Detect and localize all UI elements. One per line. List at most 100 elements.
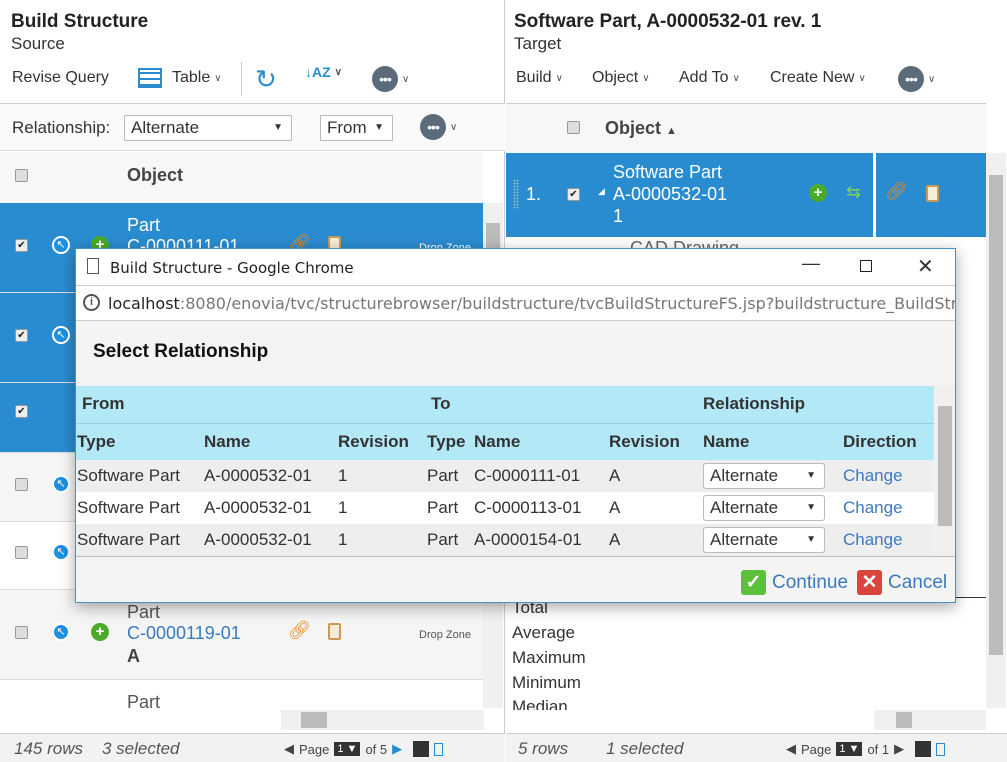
- column-header-object[interactable]: Object: [127, 165, 184, 185]
- row-name-link[interactable]: A-0000532-01: [613, 184, 728, 204]
- link-icon[interactable]: 🔗︎: [885, 181, 908, 201]
- select-all-checkbox[interactable]: [567, 121, 580, 134]
- page-select[interactable]: 1 ▼: [836, 742, 863, 756]
- more-actions-button[interactable]: ••• ∨: [372, 66, 409, 92]
- table-header: Object ▲: [506, 103, 986, 153]
- change-direction-link[interactable]: Change: [843, 498, 903, 517]
- scrollbar-thumb[interactable]: [938, 406, 952, 526]
- scrollbar-thumb[interactable]: [989, 175, 1003, 655]
- drag-handle-icon[interactable]: [513, 179, 519, 209]
- dropdown-arrow-icon: ▼: [273, 122, 283, 133]
- clipboard-icon[interactable]: [926, 185, 939, 202]
- create-new-menu[interactable]: Create New ∨: [770, 69, 866, 87]
- table-row[interactable]: Part: [0, 680, 483, 712]
- maximize-button[interactable]: [860, 260, 872, 272]
- prev-page-icon[interactable]: ◀: [786, 741, 796, 756]
- column-header-object[interactable]: Object ▲: [605, 118, 677, 139]
- drop-zone[interactable]: Drop Zone: [419, 629, 471, 641]
- add-icon[interactable]: +: [809, 184, 827, 202]
- view-mode-icon[interactable]: [413, 741, 430, 757]
- sync-icon[interactable]: ⇆: [846, 182, 862, 202]
- table-row[interactable]: 1. ✔ ◢ Software Part A-0000532-01 1 + ⇆ …: [506, 153, 986, 237]
- page-number: 1: [839, 743, 846, 755]
- expand-icon[interactable]: ◢: [598, 186, 605, 196]
- to-revision: A: [609, 530, 621, 549]
- clipboard-icon[interactable]: [328, 623, 341, 640]
- dropdown-arrow-icon: ▼: [806, 502, 816, 513]
- vertical-scrollbar[interactable]: [986, 153, 1006, 708]
- next-page-icon[interactable]: ▶: [894, 741, 905, 756]
- relationship-select[interactable]: Alternate ▼: [124, 115, 292, 141]
- page-select[interactable]: 1 ▼: [334, 742, 361, 756]
- navigate-up-icon[interactable]: ↖: [52, 326, 70, 344]
- row-checkbox[interactable]: [15, 478, 28, 491]
- row-checkbox[interactable]: ✔: [15, 405, 28, 418]
- summary-minimum: Minimum: [512, 673, 581, 692]
- scrollbar-thumb[interactable]: [896, 712, 912, 728]
- target-footer: 5 rows 1 selected ◀ Page 1 ▼ of 1 ▶: [506, 733, 1007, 762]
- relationship-bar: Relationship: Alternate ▼ From ▼ ••• ∨: [0, 103, 505, 151]
- row-type: Part: [127, 602, 161, 622]
- dialog-vertical-scrollbar[interactable]: [935, 386, 955, 557]
- navigate-up-icon[interactable]: ↖: [52, 623, 70, 641]
- page-label: Page: [801, 741, 832, 757]
- object-menu[interactable]: Object ∨: [592, 69, 650, 87]
- relationship-select[interactable]: Alternate ▼: [703, 463, 825, 489]
- build-menu[interactable]: Build ∨: [516, 69, 563, 87]
- minimize-button[interactable]: —: [802, 253, 820, 273]
- sort-az-button[interactable]: ↓AZ ∨: [305, 64, 342, 80]
- row-checkbox[interactable]: ✔: [15, 239, 28, 252]
- scrollbar-thumb[interactable]: [301, 712, 327, 728]
- revise-query-button[interactable]: Revise Query: [12, 69, 109, 87]
- summary-maximum: Maximum: [512, 648, 586, 667]
- change-direction-link[interactable]: Change: [843, 466, 903, 485]
- navigate-up-icon[interactable]: ↖: [52, 475, 70, 493]
- chevron-down-icon: ∨: [858, 72, 866, 84]
- relationship-label: Relationship:: [12, 118, 111, 137]
- row-checkbox[interactable]: [15, 626, 28, 639]
- view-mode-icon[interactable]: [915, 741, 932, 757]
- add-to-menu[interactable]: Add To ∨: [679, 69, 740, 87]
- row-checkbox[interactable]: ✔: [15, 329, 28, 342]
- next-page-icon[interactable]: ▶: [392, 741, 403, 756]
- from-revision: 1: [338, 466, 348, 485]
- info-icon[interactable]: i: [83, 294, 100, 311]
- col-rel-name: Name: [703, 431, 750, 451]
- selected-count: 3 selected: [102, 739, 180, 758]
- row-name-link[interactable]: C-0000119-01: [127, 623, 241, 643]
- row-revision: A: [127, 646, 140, 666]
- address-bar[interactable]: i localhost:8080/enovia/tvc/structurebro…: [76, 286, 955, 321]
- table-header: Object: [0, 152, 483, 203]
- navigate-up-icon[interactable]: ↖: [52, 236, 70, 254]
- view-mode-alt-icon[interactable]: [936, 742, 946, 756]
- relationship-select[interactable]: Alternate ▼: [703, 495, 825, 521]
- relationship-select[interactable]: Alternate ▼: [703, 527, 825, 553]
- pagination: ◀ Page 1 ▼ of 1 ▶: [786, 741, 946, 757]
- close-button[interactable]: ✕: [917, 256, 934, 278]
- prev-page-icon[interactable]: ◀: [284, 741, 294, 756]
- relationship-more-button[interactable]: ••• ∨: [420, 114, 457, 140]
- to-revision: A: [609, 466, 621, 485]
- to-type: Part: [427, 498, 459, 517]
- row-count: 145 rows: [14, 739, 83, 758]
- table-view-button[interactable]: Table ∨: [138, 68, 222, 88]
- row-checkbox[interactable]: [15, 546, 28, 559]
- from-name: A-0000532-01: [204, 498, 312, 517]
- refresh-icon[interactable]: ↻: [255, 64, 277, 94]
- direction-select[interactable]: From ▼: [320, 115, 393, 141]
- horizontal-scrollbar[interactable]: [281, 710, 484, 730]
- link-icon[interactable]: 🔗︎: [288, 620, 311, 640]
- change-direction-link[interactable]: Change: [843, 530, 903, 549]
- table-row[interactable]: ↖ + Part C-0000119-01 A 🔗︎ Drop Zone: [0, 590, 483, 680]
- page-total: of 1: [867, 741, 890, 757]
- select-all-checkbox[interactable]: [15, 169, 28, 182]
- col-to-revision: Revision: [609, 431, 680, 451]
- more-actions-button[interactable]: ••• ∨: [898, 66, 935, 92]
- horizontal-scrollbar[interactable]: [874, 710, 986, 730]
- continue-button[interactable]: ✓ Continue: [741, 570, 848, 595]
- cancel-button[interactable]: ✕ Cancel: [857, 570, 947, 595]
- navigate-up-icon[interactable]: ↖: [52, 543, 70, 561]
- view-mode-alt-icon[interactable]: [434, 742, 444, 756]
- row-checkbox[interactable]: ✔: [567, 188, 580, 201]
- add-icon[interactable]: +: [91, 623, 109, 641]
